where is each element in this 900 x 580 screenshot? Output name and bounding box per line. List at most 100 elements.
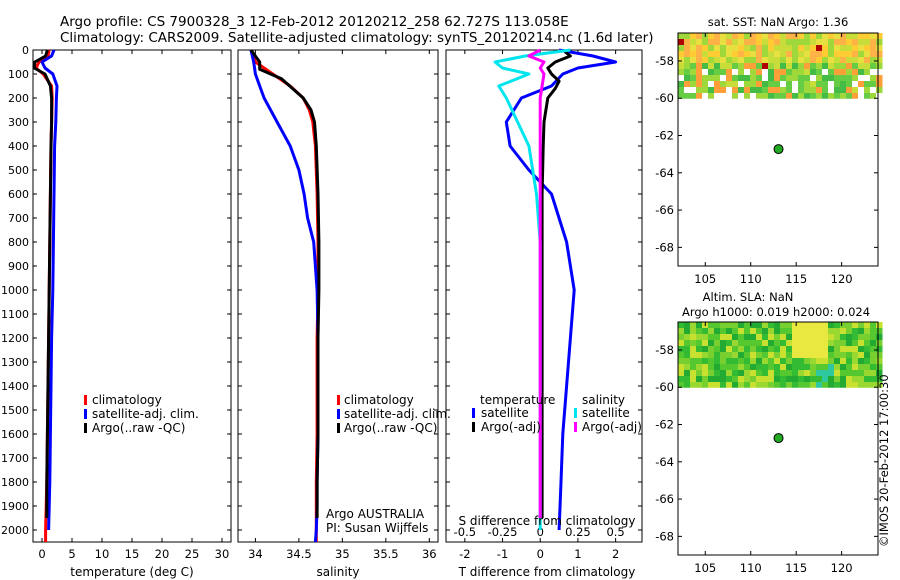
heatmap-cell — [726, 370, 733, 377]
heatmap-cell — [708, 346, 715, 353]
heatmap-cell — [690, 322, 697, 329]
heatmap-cell — [858, 81, 865, 88]
heatmap-cell — [846, 75, 853, 82]
lat-tick-label: -60 — [655, 91, 674, 105]
heatmap-cell — [708, 382, 715, 388]
depth-tick-label: 1300 — [1, 356, 29, 369]
heatmap-cell — [834, 334, 841, 341]
heatmap-cell — [870, 45, 877, 52]
heatmap-cell — [840, 63, 847, 70]
heatmap-cell — [756, 376, 763, 383]
heatmap-cell — [834, 75, 841, 82]
heatmap-cell — [696, 87, 703, 94]
heatmap-cell — [732, 57, 739, 64]
heatmap-cell — [780, 69, 787, 76]
heatmap-cell — [816, 340, 823, 347]
heatmap-cell — [684, 382, 691, 388]
heatmap-cell — [690, 81, 697, 88]
heatmap-cell — [714, 382, 721, 388]
heatmap-cell — [780, 81, 787, 88]
heatmap-cell — [840, 334, 847, 341]
heatmap-cell — [858, 334, 865, 341]
heatmap-cell — [876, 51, 883, 58]
heatmap-cell — [714, 45, 721, 52]
heatmap-cell — [696, 322, 703, 329]
heatmap-cell — [720, 87, 727, 94]
heatmap-cell — [768, 93, 775, 99]
legend-swatch-argo — [84, 423, 87, 433]
heatmap-cell — [696, 75, 703, 82]
heatmap-cell — [726, 334, 733, 341]
heatmap-cell — [732, 376, 739, 383]
heatmap-cell — [852, 63, 859, 70]
heatmap-cell — [798, 364, 805, 371]
heatmap-cell — [804, 63, 811, 70]
heatmap-cell — [714, 346, 721, 353]
heatmap-cell — [756, 340, 763, 347]
heatmap-cell — [732, 75, 739, 82]
heatmap-cell — [840, 45, 847, 52]
heatmap-cell — [852, 340, 859, 347]
heatmap-cell — [768, 376, 775, 383]
x-tick-label: 2 — [612, 547, 619, 561]
difference-xlabel-top: S difference from climatology — [459, 514, 636, 528]
heatmap-cell — [732, 322, 739, 329]
heatmap-cell — [804, 358, 811, 365]
heatmap-cell — [696, 358, 703, 365]
heatmap-cell — [762, 69, 769, 76]
heatmap-cell — [762, 334, 769, 341]
heatmap-cell — [840, 81, 847, 88]
heatmap-cell — [702, 57, 709, 64]
heatmap-cell — [738, 69, 745, 76]
heatmap-cell — [750, 322, 757, 329]
heatmap-cell — [798, 328, 805, 335]
heatmap-cell — [864, 63, 871, 70]
heatmap-cell — [726, 51, 733, 58]
heatmap-cell — [702, 69, 709, 76]
lon-tick-label: 110 — [740, 561, 762, 575]
heatmap-cell — [726, 346, 733, 353]
heatmap-cell — [756, 45, 763, 52]
heatmap-cell — [756, 334, 763, 341]
heatmap-cell — [876, 57, 883, 64]
heatmap-cell — [720, 45, 727, 52]
heatmap-cell — [774, 328, 781, 335]
heatmap-cell — [774, 322, 781, 329]
difference-legend: temperature salinity satellite Argo(-adj… — [472, 393, 642, 434]
lat-tick-label: -60 — [655, 380, 674, 394]
heatmap-cell — [720, 51, 727, 58]
heatmap-cell — [846, 376, 853, 383]
lat-tick-label: -64 — [655, 166, 674, 180]
heatmap-cell — [816, 75, 823, 82]
heatmap-cell — [840, 376, 847, 383]
heatmap-cell — [684, 63, 691, 70]
heatmap-cell — [690, 45, 697, 52]
heatmap-cell — [708, 340, 715, 347]
heatmap-cell — [690, 376, 697, 383]
heatmap-cell — [750, 352, 757, 359]
heatmap-cell — [762, 364, 769, 371]
heatmap-cell — [822, 69, 829, 76]
heatmap-cell — [858, 364, 865, 371]
heatmap-cell — [774, 57, 781, 64]
heatmap-cell — [780, 334, 787, 341]
heatmap-cell — [774, 358, 781, 365]
heatmap-cell — [792, 87, 799, 94]
depth-tick-label: 400 — [8, 140, 29, 153]
heatmap-cell — [762, 33, 769, 40]
heatmap-cell — [840, 87, 847, 94]
heatmap-cell — [810, 382, 817, 388]
heatmap-cell — [858, 346, 865, 353]
heatmap-cell — [738, 364, 745, 371]
heatmap-cell — [744, 376, 751, 383]
heatmap-cell — [786, 346, 793, 353]
heatmap-cell — [726, 69, 733, 76]
heatmap-cell — [804, 364, 811, 371]
heatmap-cell — [828, 45, 835, 52]
heatmap-cell — [714, 57, 721, 64]
heatmap-cell — [708, 81, 715, 88]
heatmap-cell — [678, 81, 685, 88]
heatmap-cell — [828, 69, 835, 76]
heatmap-cell — [684, 358, 691, 365]
heatmap-cell — [756, 370, 763, 377]
